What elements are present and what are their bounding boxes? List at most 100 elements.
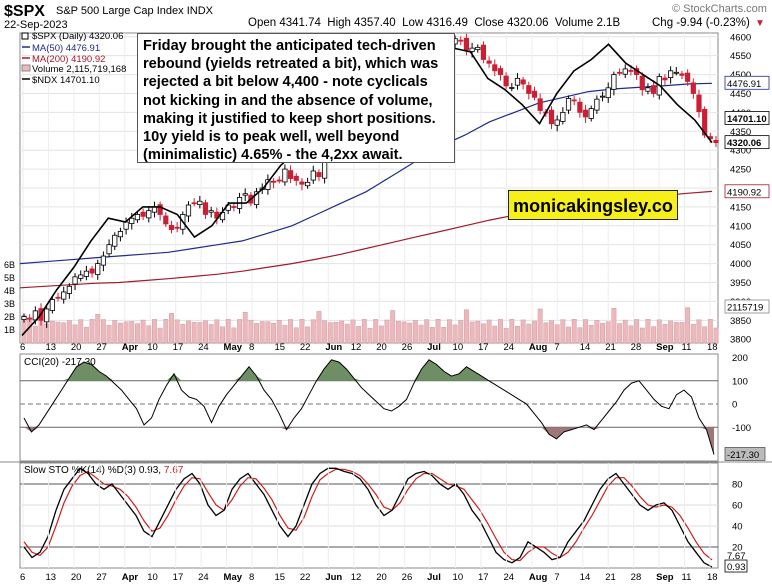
candle-body [486, 60, 492, 64]
stoch-x-tick-label: 17 [173, 572, 184, 583]
candle-body [21, 316, 27, 320]
volume-bar [628, 325, 634, 344]
price-x-tick-label: 20 [71, 342, 82, 353]
volume-bar [452, 324, 458, 344]
candle-body [651, 85, 657, 94]
candle-body [463, 37, 470, 51]
price-tick-label: 4100 [730, 221, 751, 232]
price-x-tick-label: 24 [198, 342, 209, 353]
volume-bar [197, 322, 203, 344]
volume-bar [146, 325, 152, 344]
volume-bar [78, 319, 84, 344]
volume-bar [55, 321, 61, 344]
cci-tick-label: 200 [732, 353, 748, 364]
symbol-title: $SPX [4, 3, 45, 20]
close-value-label-bg [724, 135, 770, 150]
stoch-x-tick-label: 12 [351, 572, 362, 583]
candle-body [95, 263, 101, 275]
stoch-x-tick-label: 10 [147, 572, 158, 583]
candle-body [89, 268, 95, 274]
price-x-tick-label: 14 [580, 342, 591, 353]
volume-bar [412, 320, 418, 344]
candle-body [44, 308, 50, 323]
volume-bar [520, 319, 526, 344]
volume-bar [61, 322, 67, 344]
ndx-value-label: 14701.10 [727, 114, 767, 125]
price-x-tick-label: 7 [554, 342, 559, 353]
cci-overbought-fill [459, 366, 467, 381]
volume-bar [469, 321, 475, 344]
price-x-tick-label: Apr [122, 342, 139, 353]
price-x-tick-label: 12 [351, 342, 362, 353]
candle-body [242, 193, 248, 196]
candle-body [197, 200, 203, 206]
stoch-x-tick-label: 18 [707, 572, 718, 583]
stoch-title: Slow STO %K(14) %D(3) 0.93, 7.67 [24, 465, 184, 476]
volume-bar [384, 319, 390, 344]
candle-body [611, 74, 617, 90]
price-x-tick-label: May [224, 342, 243, 353]
volume-bar [169, 313, 174, 344]
candle-body [628, 70, 634, 72]
volume-value-label: 2115719 [727, 303, 763, 314]
candle-body [270, 180, 277, 183]
price-tick-label: 4250 [730, 165, 751, 176]
volume-tick-label: 2B [4, 312, 15, 322]
candle-body [276, 179, 282, 182]
volume-bar [407, 322, 413, 344]
volume-bar [129, 321, 135, 344]
stoch-x-tick-label: 11 [682, 572, 692, 583]
ma200-value-label-bg [724, 184, 770, 199]
candle-body [112, 234, 118, 247]
volume-bar [634, 319, 640, 344]
volume-bar [83, 326, 89, 344]
volume-bar [112, 320, 118, 344]
volume-bar [32, 325, 38, 344]
cci-title: CCI(20) -217.30 [24, 357, 96, 368]
volume-bar [656, 319, 662, 344]
volume-bar [27, 319, 33, 344]
cci-overbought-fill [234, 376, 242, 381]
candle-body [509, 87, 515, 89]
volume-bar [639, 327, 645, 344]
volume-bar [713, 327, 719, 344]
volume-bar [339, 320, 345, 344]
chart-date: 22-Sep-2023 [4, 19, 68, 31]
stoch-x-tick-label: 7 [554, 572, 559, 583]
price-x-tick-label: 21 [605, 342, 616, 353]
candle-body [696, 94, 702, 113]
volume-bar [526, 323, 532, 344]
candle-body [497, 68, 504, 75]
volume-bar [322, 320, 328, 344]
volume-legend-swatch [21, 64, 31, 72]
stoch-x-tick-label: 6 [20, 572, 25, 583]
legend-ma200: MA(200) 4190.92 [32, 54, 105, 65]
legend-ndx: $NDX 14701.10 [32, 75, 100, 86]
volume-bar [605, 321, 611, 344]
price-x-tick-label: 17 [173, 342, 184, 353]
volume-bar [441, 326, 447, 344]
volume-bar [288, 319, 294, 344]
price-x-tick-label: Jun [325, 342, 342, 353]
candle-body [605, 87, 611, 99]
volume-bar [100, 319, 106, 344]
cci-overbought-fill [421, 359, 429, 381]
cci-overbought-fill [331, 359, 339, 381]
volume-bar [690, 324, 696, 344]
volume-bar [480, 323, 486, 344]
price-tick-label: 4050 [730, 240, 751, 251]
volume-bar [617, 323, 623, 344]
volume-bar [418, 324, 424, 344]
change-readout: Chg -9.94 (-0.23%) [652, 17, 750, 29]
volume-bar [231, 327, 237, 344]
volume-bar [515, 325, 520, 344]
volume-bar [95, 314, 101, 344]
volume-bar [49, 320, 55, 344]
volume-bar [611, 307, 617, 344]
volume-bar [350, 319, 356, 344]
stoch-d-value-label: 7.67 [727, 551, 746, 562]
cci-overbought-fill [249, 366, 257, 381]
stoch-x-tick-label: 24 [198, 572, 209, 583]
stoch-x-tick-label: 8 [249, 572, 254, 583]
cci-oversold-fill [556, 427, 564, 439]
